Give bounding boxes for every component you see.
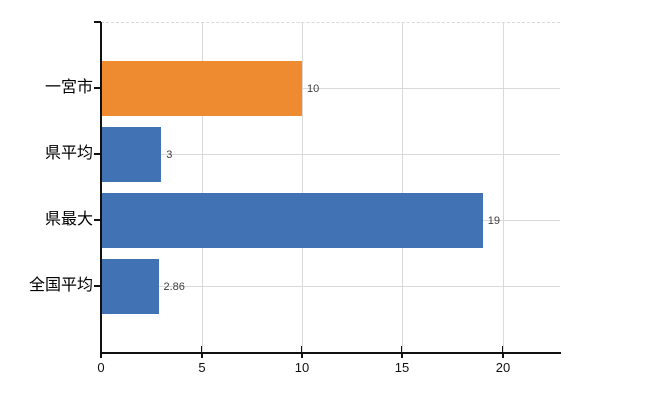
x-axis-line bbox=[100, 352, 561, 354]
value-label: 2.86 bbox=[163, 280, 185, 293]
y-axis-tick bbox=[94, 285, 101, 287]
gridline-horizontal bbox=[101, 154, 560, 155]
bar-pref-average[interactable] bbox=[101, 127, 162, 182]
gridline-vertical-15 bbox=[402, 22, 403, 352]
x-tick-label: 15 bbox=[394, 360, 410, 375]
bar-ichinomiya[interactable] bbox=[101, 61, 302, 116]
gridline-horizontal-top bbox=[101, 22, 560, 23]
gridline-vertical-5 bbox=[202, 22, 203, 352]
value-label: 10 bbox=[307, 82, 320, 95]
value-label: 3 bbox=[166, 148, 173, 161]
bar-row: 3 bbox=[101, 127, 560, 182]
bar-pref-max[interactable] bbox=[101, 193, 483, 248]
x-tick-label: 5 bbox=[198, 360, 206, 375]
y-axis-tick bbox=[94, 21, 101, 23]
x-tick-label: 10 bbox=[294, 360, 310, 375]
x-tick-label: 0 bbox=[97, 360, 105, 375]
bar-national-average[interactable] bbox=[101, 259, 159, 314]
category-label-pref-average: 県平均 bbox=[44, 145, 93, 162]
gridline-horizontal bbox=[101, 286, 560, 287]
gridline-vertical-10 bbox=[302, 22, 303, 352]
x-tick-label: 20 bbox=[495, 360, 511, 375]
bar-row: 2.86 bbox=[101, 259, 560, 314]
bar-row: 10 bbox=[101, 61, 560, 116]
y-axis-tick bbox=[94, 153, 101, 155]
category-label-national-average: 全国平均 bbox=[28, 277, 93, 294]
bar-row: 19 bbox=[101, 193, 560, 248]
category-label-ichinomiya: 一宮市 bbox=[44, 79, 93, 96]
y-axis-line bbox=[100, 22, 102, 358]
y-axis-tick bbox=[94, 87, 101, 89]
y-axis-tick bbox=[94, 219, 101, 221]
gridline-horizontal bbox=[101, 88, 560, 89]
gridline-vertical-20 bbox=[503, 22, 504, 352]
value-label: 19 bbox=[487, 214, 501, 227]
category-label-pref-max: 県最大 bbox=[44, 211, 93, 228]
plot-area: 10 3 19 2.86 bbox=[100, 22, 561, 358]
